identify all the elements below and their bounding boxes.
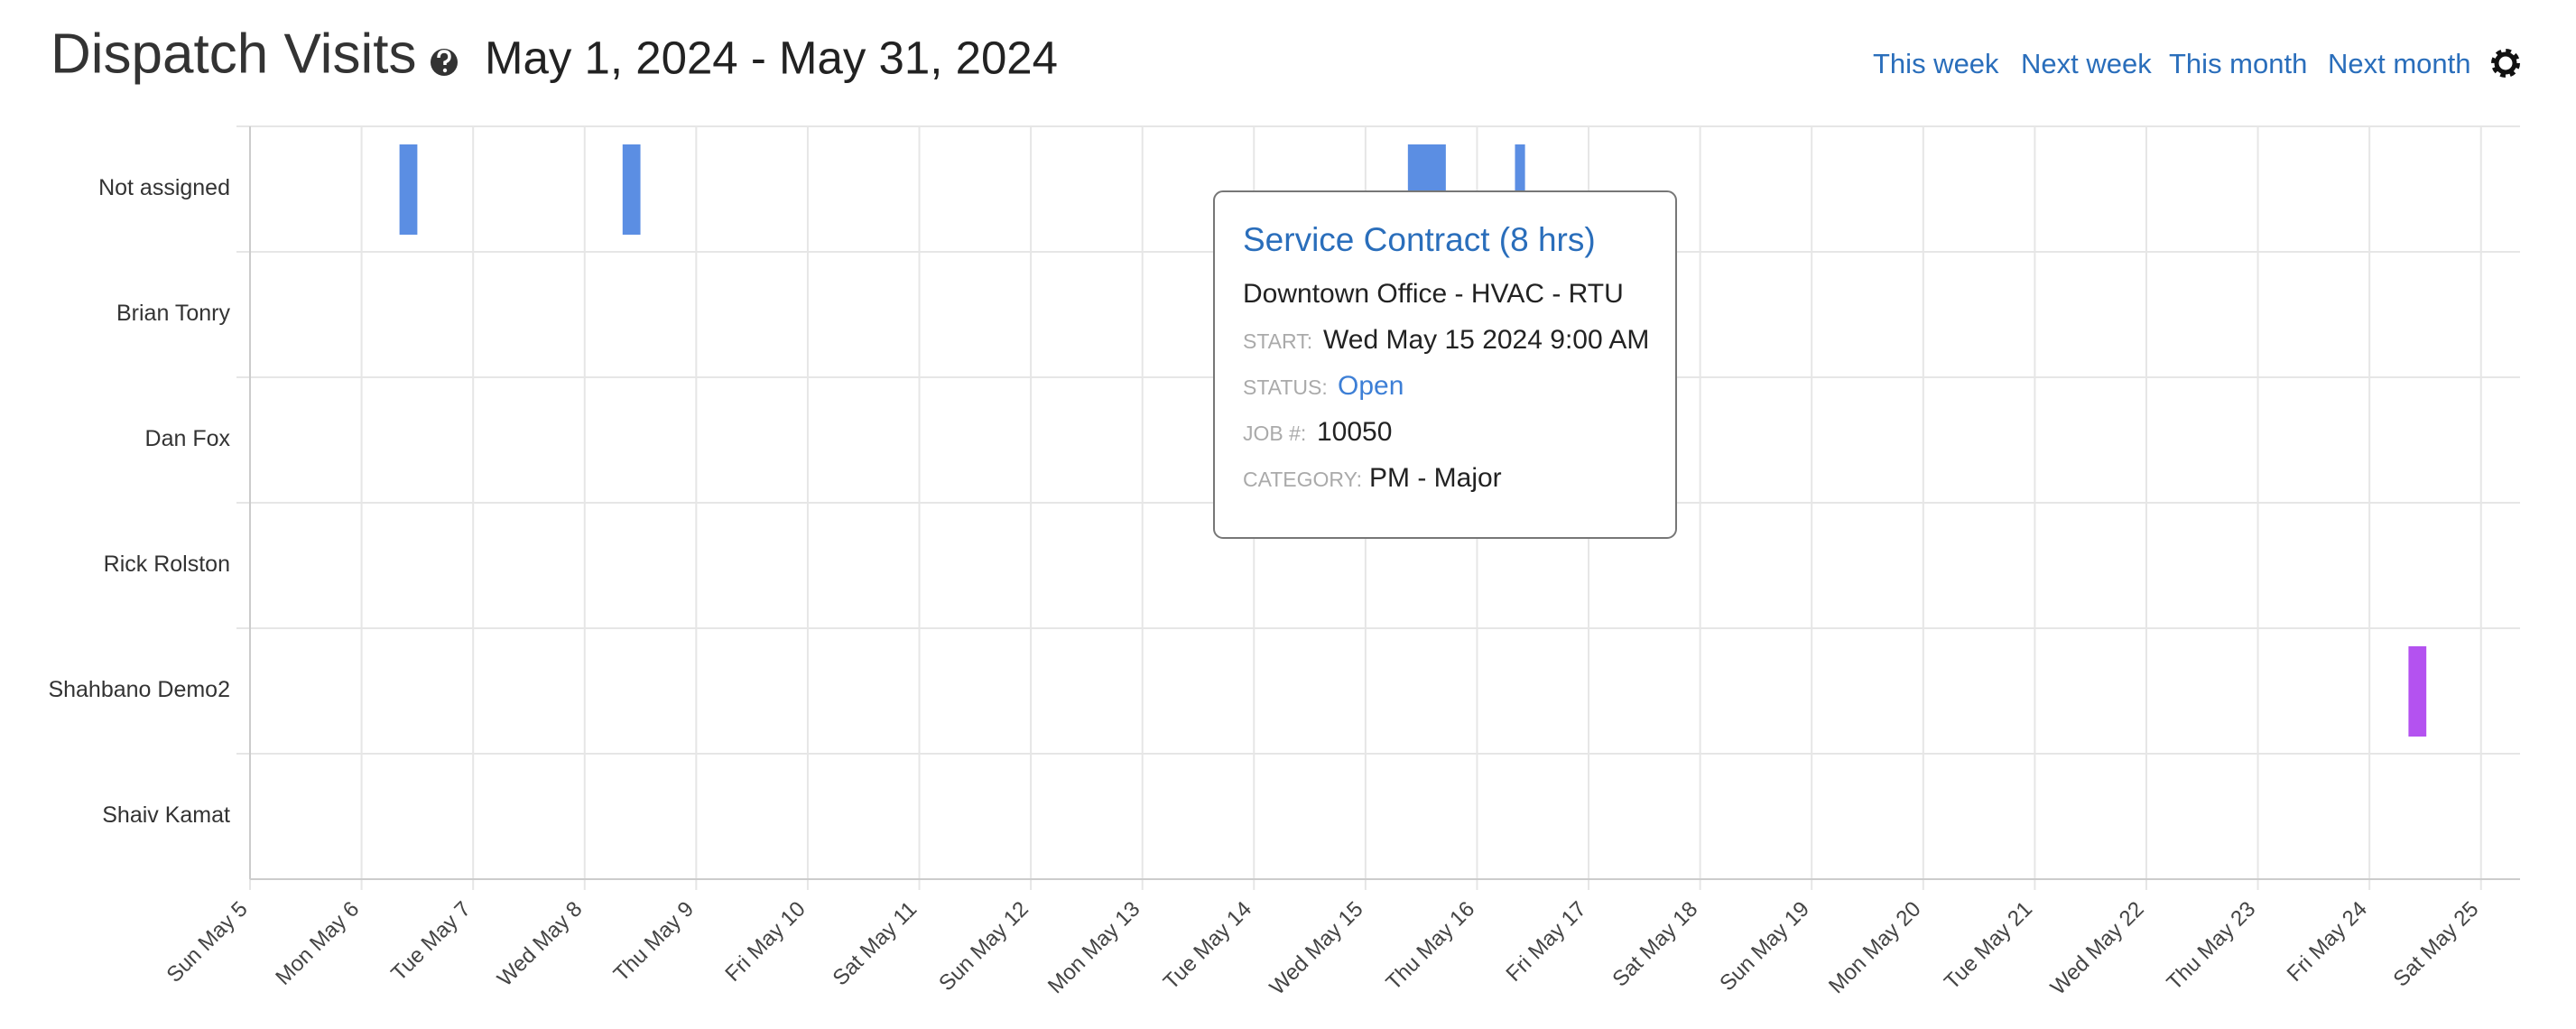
x-tick-label: Fri May 10 [720,897,810,987]
x-tick-label: Thu May 23 [2163,897,2261,996]
x-tick-label: Mon May 6 [271,897,364,990]
row-label: Not assigned [98,175,230,200]
field-label: CATEGORY: [1243,468,1362,491]
x-tick-label: Sat May 25 [2389,897,2484,992]
x-tick-label: Tue May 21 [1940,897,2037,995]
nav-link[interactable]: Next week [2021,48,2152,79]
field-label: JOB #: [1243,422,1306,445]
x-tick-label: Wed May 15 [1265,897,1368,1000]
x-tick-label: Wed May 8 [493,897,588,992]
x-tick-label: Mon May 20 [1824,897,1925,998]
x-tick-label: Tue May 14 [1159,897,1256,995]
row-label: Shahbano Demo2 [48,677,230,702]
tooltip: Service Contract (8 hrs) Downtown Office … [1213,190,1677,539]
visit-bar[interactable] [1515,144,1525,235]
settings-icon[interactable] [2491,49,2520,78]
tooltip-title: Service Contract (8 hrs) [1243,221,1596,258]
visit-bar[interactable] [399,144,418,235]
x-tick-label: Sun May 19 [1715,897,1814,997]
field-label: STATUS: [1243,375,1328,399]
x-tick-label: Tue May 7 [386,897,476,987]
field-value: Open [1338,371,1404,401]
nav-link[interactable]: This week [1873,48,1999,79]
x-tick-label: Thu May 16 [1381,897,1479,996]
row-label: Shaiv Kamat [102,802,230,828]
row-label: Brian Tonry [116,301,230,326]
field-value: PM - Major [1369,463,1502,493]
field-value: Wed May 15 2024 9:00 AM [1323,325,1649,355]
field-value: 10050 [1317,417,1392,447]
x-tick-label: Sat May 11 [829,897,922,991]
help-icon[interactable] [431,49,458,76]
x-tick-label: Thu May 9 [609,897,699,987]
x-tick-label: Sun May 12 [934,897,1033,997]
page-title: Dispatch Visits [51,23,416,85]
row-label: Rick Rolston [104,552,230,577]
field-label: START: [1243,329,1312,353]
nav-link[interactable]: Next month [2328,48,2471,79]
x-tick-label: Mon May 13 [1043,897,1144,998]
nav: This week Next week This month Next month [1873,48,2471,79]
x-tick-label: Fri May 24 [2283,897,2372,987]
row-label: Dan Fox [145,426,231,451]
visit-bar[interactable] [2408,646,2427,737]
tooltip-location: Downtown Office - HVAC - RTU [1243,279,1624,309]
x-tick-label: Wed May 22 [2046,897,2149,1000]
x-tick-label: Sat May 18 [1608,897,1702,992]
x-tick-label: Sun May 5 [162,897,253,987]
visit-bar[interactable] [622,144,641,235]
x-tick-label: Fri May 17 [1502,897,1591,987]
date-range: May 1, 2024 - May 31, 2024 [485,32,1058,83]
nav-link[interactable]: This month [2169,48,2307,79]
